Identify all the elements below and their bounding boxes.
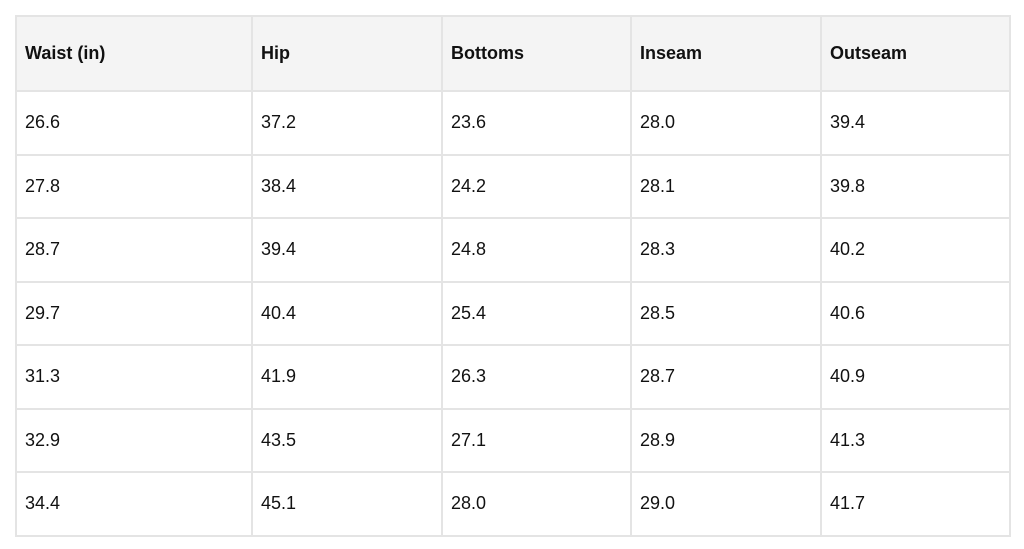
table-row: 26.6 37.2 23.6 28.0 39.4 [15, 90, 1011, 156]
table-cell: 40.9 [820, 344, 1011, 410]
table-cell: 41.7 [820, 471, 1011, 537]
header-cell: Waist (in) [15, 15, 253, 92]
table-cell: 40.4 [251, 280, 443, 346]
table-cell: 29.0 [630, 471, 822, 537]
table-row: 29.7 40.4 25.4 28.5 40.6 [15, 280, 1011, 346]
table-cell: 39.8 [820, 153, 1011, 219]
table-cell: 26.3 [441, 344, 632, 410]
table-row: 34.4 45.1 28.0 29.0 41.7 [15, 471, 1011, 537]
table-cell: 26.6 [15, 90, 253, 156]
table-cell: 28.7 [15, 217, 253, 283]
header-cell: Bottoms [441, 15, 632, 92]
table-cell: 23.6 [441, 90, 632, 156]
table-cell: 24.8 [441, 217, 632, 283]
table-cell: 40.6 [820, 280, 1011, 346]
table-cell: 28.0 [441, 471, 632, 537]
table-cell: 45.1 [251, 471, 443, 537]
table-cell: 28.1 [630, 153, 822, 219]
table-row: 32.9 43.5 27.1 28.9 41.3 [15, 407, 1011, 473]
table-cell: 28.3 [630, 217, 822, 283]
table-cell: 41.3 [820, 407, 1011, 473]
table-cell: 41.9 [251, 344, 443, 410]
header-row: Waist (in) Hip Bottoms Inseam Outseam [15, 15, 1011, 92]
table-cell: 28.0 [630, 90, 822, 156]
table-cell: 28.5 [630, 280, 822, 346]
table-cell: 43.5 [251, 407, 443, 473]
table-row: 28.7 39.4 24.8 28.3 40.2 [15, 217, 1011, 283]
table-cell: 32.9 [15, 407, 253, 473]
header-cell: Hip [251, 15, 443, 92]
table-cell: 37.2 [251, 90, 443, 156]
table-cell: 31.3 [15, 344, 253, 410]
header-cell: Outseam [820, 15, 1011, 92]
table-row: 31.3 41.9 26.3 28.7 40.9 [15, 344, 1011, 410]
table-cell: 28.7 [630, 344, 822, 410]
table-cell: 34.4 [15, 471, 253, 537]
table-header: Waist (in) Hip Bottoms Inseam Outseam [15, 15, 1011, 92]
header-cell: Inseam [630, 15, 822, 92]
table-cell: 39.4 [251, 217, 443, 283]
size-table: Waist (in) Hip Bottoms Inseam Outseam 26.6 37… [15, 15, 1011, 537]
table-body: 26.6 37.2 23.6 28.0 39.4 27.8 38.4 24.2 28.1 39.8… [15, 90, 1011, 537]
table-cell: 24.2 [441, 153, 632, 219]
table-cell: 29.7 [15, 280, 253, 346]
table-cell: 27.8 [15, 153, 253, 219]
table-cell: 39.4 [820, 90, 1011, 156]
table-cell: 38.4 [251, 153, 443, 219]
table-cell: 27.1 [441, 407, 632, 473]
table-row: 27.8 38.4 24.2 28.1 39.8 [15, 153, 1011, 219]
table-cell: 28.9 [630, 407, 822, 473]
table-cell: 25.4 [441, 280, 632, 346]
table-cell: 40.2 [820, 217, 1011, 283]
